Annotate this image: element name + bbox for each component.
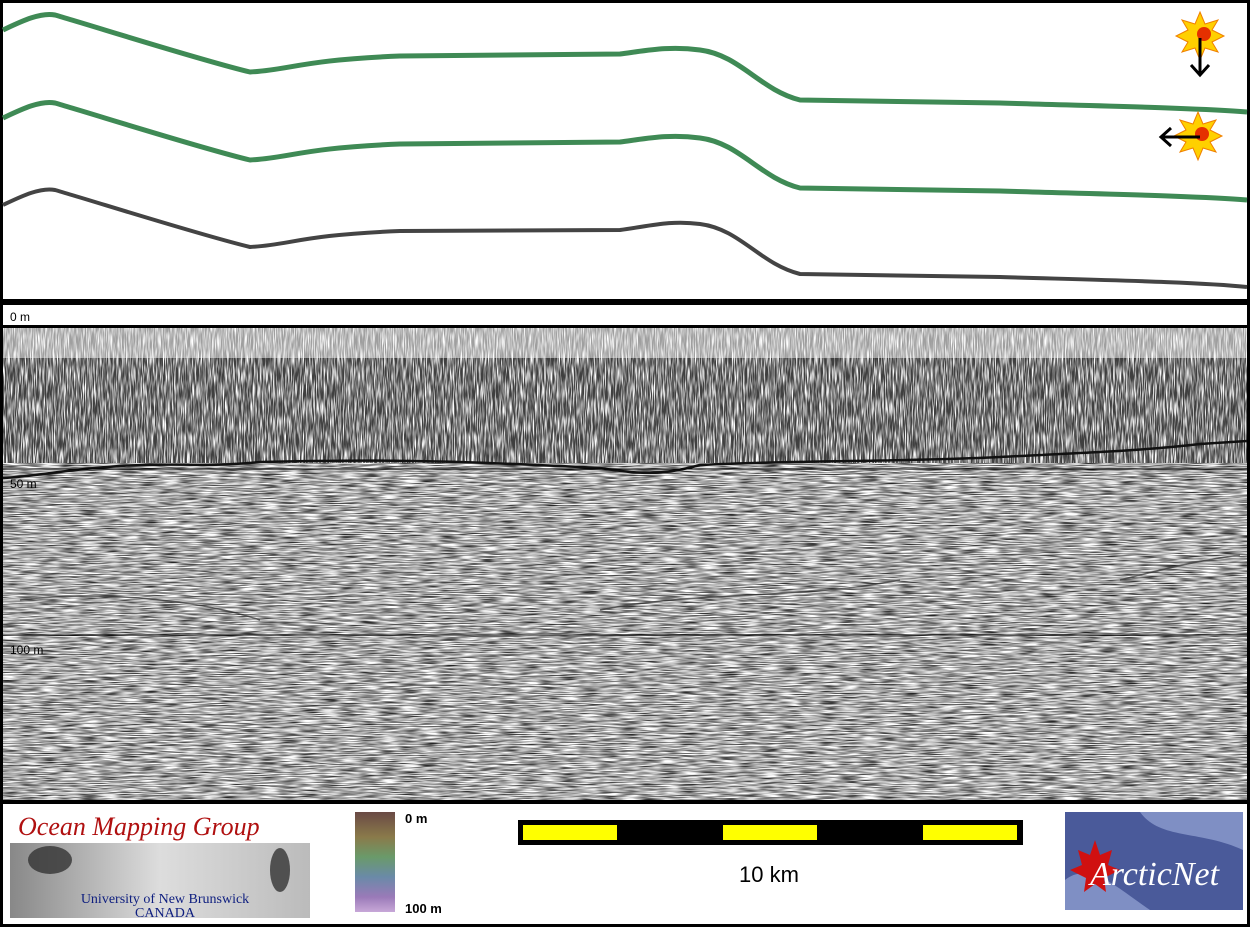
sun-icon [1158,110,1224,162]
trace [1,11,1248,115]
arcticnet-logo: ArcticNet [1065,812,1243,910]
trace [2,187,1248,289]
depth-label: 0 m [10,310,30,324]
colorbar-label: 0 m [405,811,427,826]
colorbar-label: 100 m [405,901,442,916]
depth-label: 50 m [10,477,37,491]
depth-strip [3,305,1247,325]
partner-name: ArcticNet [1088,856,1221,893]
omg-logo: Ocean Mapping Group University of New Br… [10,812,310,921]
colorbar: 0 m 100 m [355,811,442,916]
navigation-panel [3,3,1247,299]
logo-university: University of New Brunswick [81,892,249,907]
trace [1,99,1248,203]
sun-icon [1174,10,1226,78]
depth-label: 100 m [10,643,43,657]
logo-country: CANADA [135,906,196,921]
sonar-image: 50 m 100 m [2,328,1248,800]
logo-title: Ocean Mapping Group [18,812,260,841]
scale-label: 10 km [739,862,799,887]
attitude-traces [1,11,1248,289]
scale-bar: 10 km [518,820,1023,887]
